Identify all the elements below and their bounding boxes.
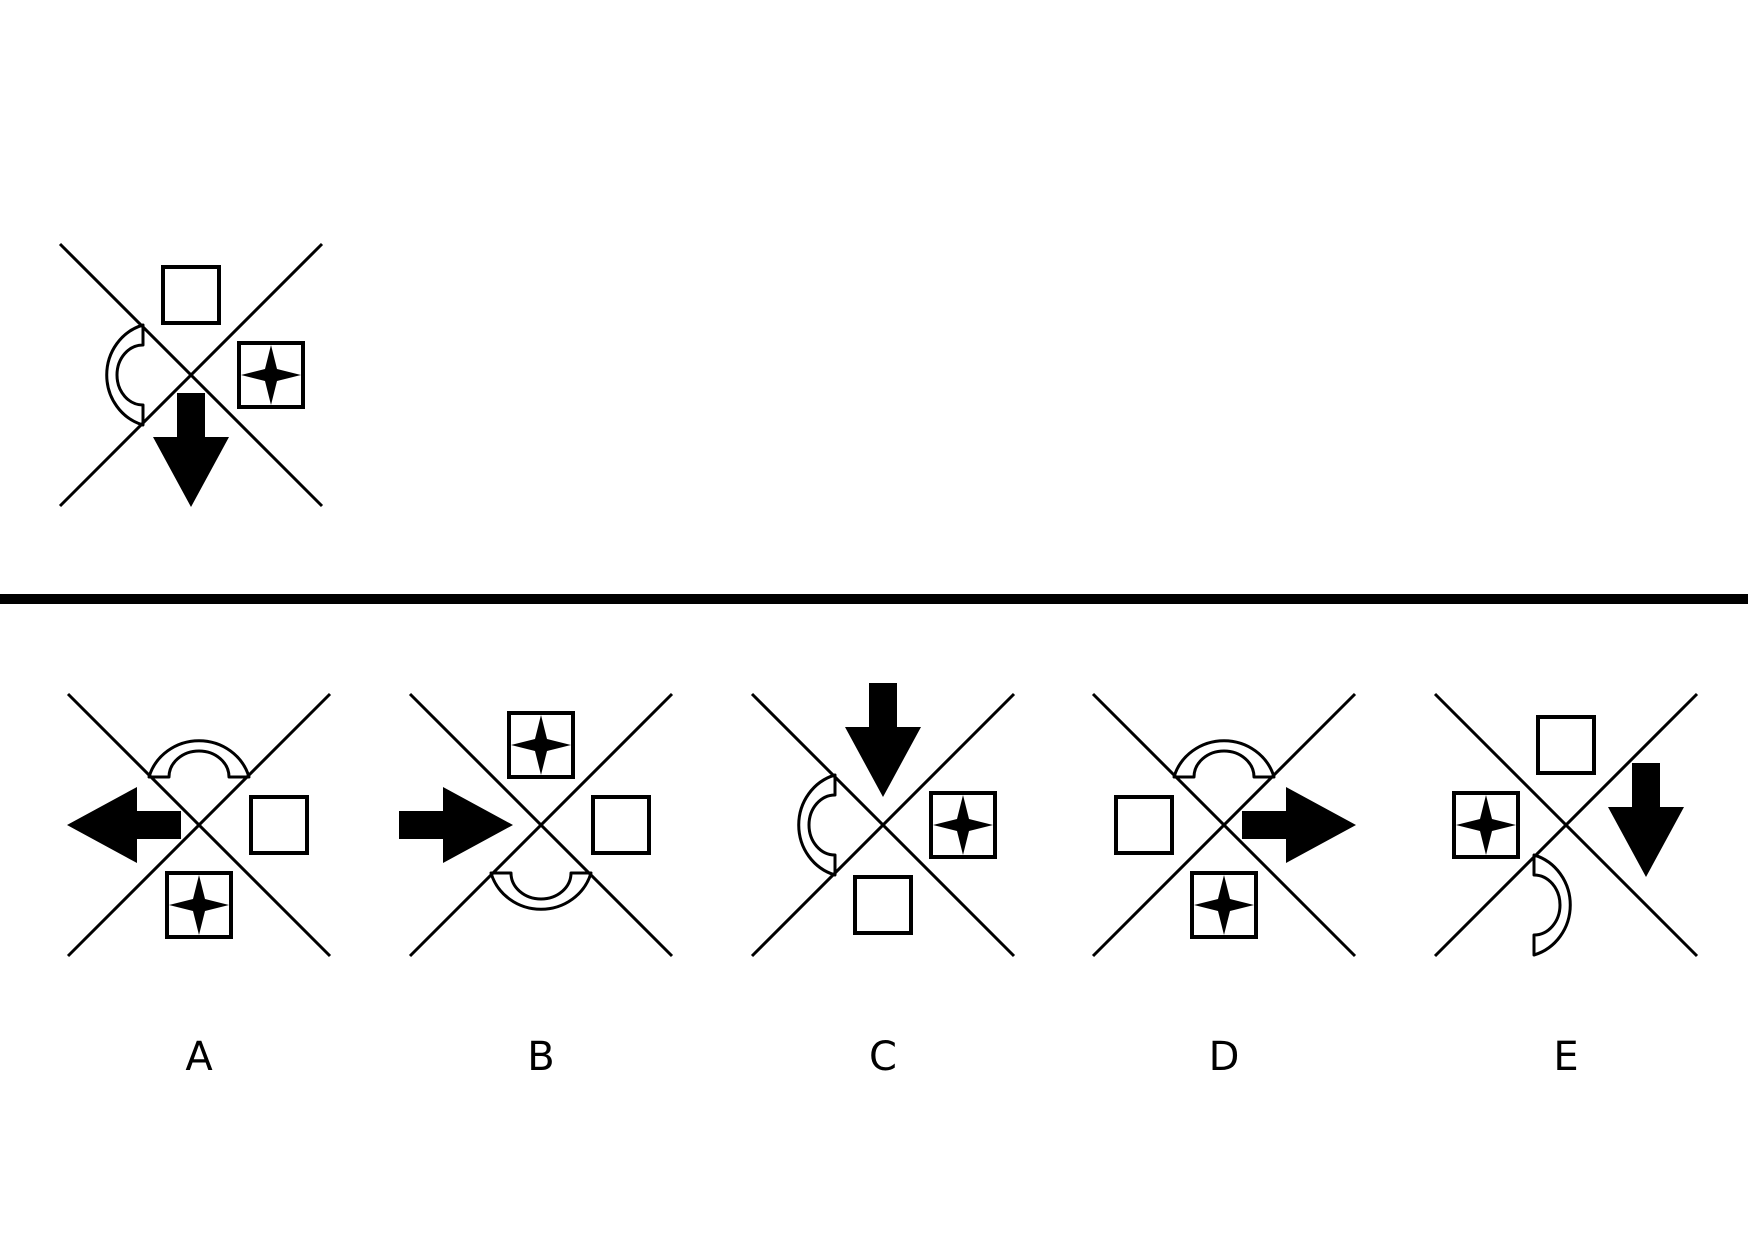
- answer-options: [66, 683, 1699, 958]
- option-e-left-star-in-square-icon: [1452, 791, 1520, 859]
- option-d-left-square-icon: [1114, 795, 1174, 855]
- option-e-down-horseshoe-icon: [1532, 853, 1572, 957]
- option-label-c[interactable]: C: [869, 1034, 897, 1080]
- option-a-figure: [66, 692, 332, 958]
- option-e-x-line-2: [1433, 692, 1699, 958]
- option-d-figure: [1091, 692, 1357, 958]
- question-figure: [58, 242, 324, 508]
- option-c-down-square-icon: [853, 875, 913, 935]
- option-e-right-arrow-icon: [1608, 763, 1684, 877]
- divider-line: [0, 594, 1748, 604]
- option-d-x-line-2: [1091, 692, 1357, 958]
- option-d-right-arrow-icon: [1242, 787, 1356, 863]
- question-down-arrow-icon: [153, 393, 229, 507]
- option-c-x-line-2: [750, 692, 1016, 958]
- option-a-down-star-in-square-icon: [165, 871, 233, 939]
- option-d-up-horseshoe-icon: [1172, 739, 1276, 779]
- option-d-down-star-in-square-icon: [1190, 871, 1258, 939]
- option-c-left-horseshoe-icon: [797, 773, 837, 877]
- question-x-line-2: [58, 242, 324, 508]
- question-left-horseshoe-icon: [105, 323, 145, 427]
- option-c-right-star-in-square-icon: [929, 791, 997, 859]
- question-up-square-icon: [161, 265, 221, 325]
- option-e-up-square-icon: [1536, 715, 1596, 775]
- option-a-left-arrow-icon: [67, 787, 181, 863]
- option-e-figure: [1433, 692, 1699, 958]
- option-b-figure: [399, 692, 674, 958]
- option-label-b[interactable]: B: [527, 1034, 555, 1080]
- option-a-x-line-2: [66, 692, 332, 958]
- question-right-star-in-square-icon: [237, 341, 305, 409]
- option-label-a[interactable]: A: [185, 1034, 213, 1080]
- option-b-left-arrow-icon: [399, 787, 513, 863]
- option-b-x-line-2: [408, 692, 674, 958]
- option-b-down-horseshoe-icon: [489, 871, 593, 911]
- option-b-up-star-in-square-icon: [507, 711, 575, 779]
- question-figure: [58, 242, 324, 508]
- option-c-up-arrow-icon: [845, 683, 921, 797]
- option-a-up-horseshoe-icon: [147, 739, 251, 779]
- option-label-e[interactable]: E: [1553, 1034, 1579, 1080]
- option-label-d[interactable]: D: [1208, 1034, 1240, 1080]
- option-c-figure: [750, 683, 1016, 958]
- option-a-right-square-icon: [249, 795, 309, 855]
- option-b-right-square-icon: [591, 795, 651, 855]
